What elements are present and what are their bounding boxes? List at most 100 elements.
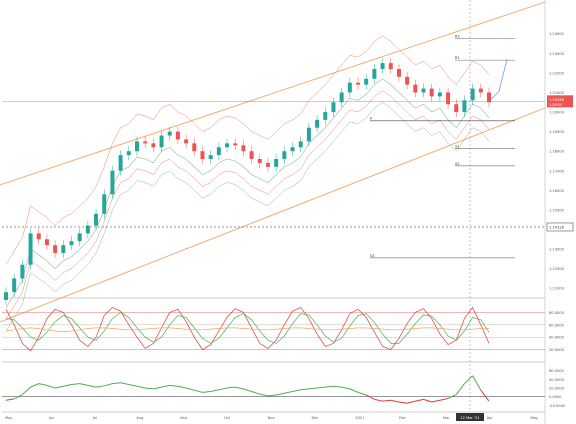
- date-tick-label: May: [530, 416, 538, 420]
- momentum-segment: [218, 387, 228, 391]
- candle-body: [274, 159, 279, 167]
- slow-moving-average-line: [5, 101, 490, 332]
- candle-body: [126, 151, 131, 156]
- momentum-segment: [349, 388, 359, 393]
- candle-body: [478, 88, 483, 93]
- momentum-segment: [317, 386, 326, 389]
- momentum-tick-label: 40.0000: [549, 378, 565, 382]
- momentum-segment: [455, 383, 465, 395]
- candle-body: [200, 151, 205, 160]
- momentum-segment: [439, 397, 449, 401]
- candle-body: [77, 233, 82, 242]
- momentum-segment: [63, 384, 72, 387]
- candle-body: [429, 88, 434, 97]
- momentum-segment: [169, 384, 178, 387]
- price-tick-label: 1.24000: [549, 32, 565, 36]
- moving-average-line: [5, 78, 490, 308]
- pivot-label: R2: [455, 35, 460, 39]
- candle-body: [339, 92, 344, 103]
- momentum-segment: [357, 391, 367, 396]
- momentum-segment: [177, 385, 187, 389]
- candle-body: [298, 141, 303, 148]
- candle-body: [315, 119, 320, 128]
- crosshair-price-box: [546, 222, 574, 232]
- momentum-segment: [415, 398, 424, 402]
- candle-body: [356, 82, 361, 85]
- candle-body: [380, 63, 385, 69]
- stochastic-tick-label: 20.0000: [549, 348, 565, 352]
- momentum-segment: [79, 383, 88, 386]
- cursor-date-box: [456, 413, 484, 421]
- momentum-segment: [5, 398, 15, 401]
- momentum-segment: [87, 384, 97, 388]
- candle-body: [331, 102, 336, 113]
- momentum-segment: [390, 399, 400, 403]
- candle-body: [184, 139, 189, 144]
- momentum-segment: [210, 389, 219, 392]
- price-tick-label: 1.15000: [549, 208, 565, 212]
- date-tick-label: Feb: [399, 416, 406, 420]
- candle-body: [20, 264, 25, 279]
- candle-body: [347, 82, 352, 93]
- price-tick-label: 1.17000: [549, 169, 565, 173]
- bollinger-upper-line: [5, 35, 490, 265]
- candle-body: [53, 245, 58, 253]
- momentum-tick-label: 60.0000: [549, 369, 565, 373]
- candle-body: [249, 151, 254, 160]
- pivot-label: R1: [455, 56, 460, 60]
- channel-lower-line: [0, 107, 546, 323]
- candle-body: [265, 162, 270, 167]
- momentum-segment: [153, 386, 162, 390]
- momentum-segment: [55, 385, 64, 389]
- momentum-segment: [194, 389, 203, 393]
- stochastic-tick-label: 40.0000: [549, 336, 565, 340]
- candle-body: [85, 225, 90, 234]
- momentum-segment: [251, 391, 260, 395]
- momentum-segment: [382, 399, 391, 402]
- price-tick-label: 1.19000: [549, 130, 565, 134]
- candle-body: [69, 241, 74, 246]
- momentum-segment: [308, 387, 318, 390]
- candle-body: [12, 278, 17, 293]
- candle-body: [225, 143, 230, 148]
- momentum-tick-label: 0.0000: [549, 395, 562, 399]
- candle-body: [159, 135, 164, 148]
- stochastic-series-line: [5, 327, 489, 332]
- pivot-label: P: [370, 117, 373, 121]
- candle-body: [257, 159, 262, 163]
- date-tick-label: Jun: [48, 416, 55, 420]
- price-tick-label: 1.16000: [549, 189, 565, 193]
- price-tick-label: 1.20000: [549, 111, 565, 115]
- momentum-segment: [30, 383, 39, 388]
- date-tick-label: Sep: [180, 416, 187, 420]
- candle-body: [110, 170, 115, 195]
- crosshair-price-label: 1.14128: [549, 225, 565, 229]
- date-tick-label: Oct: [224, 416, 231, 420]
- pivot-label: S2: [455, 162, 460, 166]
- stochastic-tick-label: 80.0000: [549, 311, 565, 315]
- momentum-segment: [46, 384, 56, 389]
- momentum-segment: [300, 388, 309, 391]
- price-tick-label: 1.22000: [549, 71, 565, 75]
- momentum-segment: [333, 385, 342, 388]
- candle-body: [151, 143, 156, 148]
- momentum-segment: [243, 388, 252, 392]
- momentum-segment: [136, 385, 146, 389]
- cursor-date-label: 12 Mar '21: [460, 416, 479, 420]
- candle-body: [61, 245, 66, 253]
- date-tick-label: Nov: [268, 416, 276, 420]
- momentum-segment: [22, 386, 31, 395]
- momentum-segment: [120, 382, 129, 385]
- stochastic-tick-label: 60.0000: [549, 323, 565, 327]
- candle-body: [28, 233, 33, 265]
- candle-body: [118, 155, 123, 171]
- candle-body: [175, 131, 180, 140]
- price-tick-label: 1.11000: [549, 287, 565, 291]
- price-tick-label: 1.18000: [549, 150, 565, 154]
- momentum-segment: [202, 390, 211, 393]
- current-price-label: 1.20548: [549, 98, 565, 102]
- candle-body: [396, 68, 401, 77]
- candle-body: [36, 233, 41, 240]
